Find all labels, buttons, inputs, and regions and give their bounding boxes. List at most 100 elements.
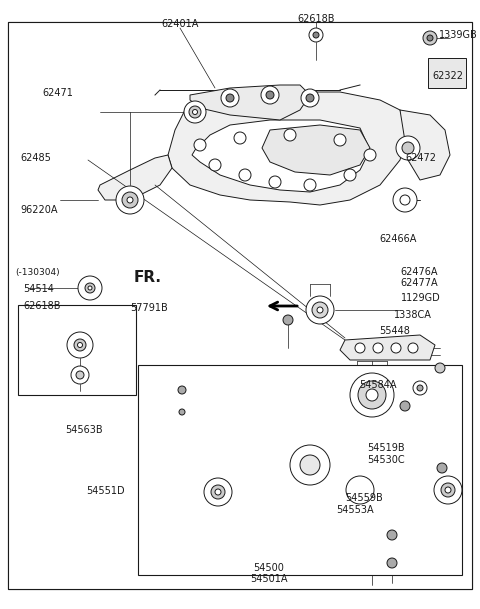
Circle shape bbox=[393, 188, 417, 212]
Polygon shape bbox=[262, 125, 370, 175]
Circle shape bbox=[192, 110, 197, 114]
Circle shape bbox=[317, 307, 323, 313]
Circle shape bbox=[402, 142, 414, 154]
Circle shape bbox=[78, 276, 102, 300]
Circle shape bbox=[290, 445, 330, 485]
Circle shape bbox=[437, 463, 447, 473]
Text: 54500: 54500 bbox=[253, 563, 284, 572]
Text: 54553A: 54553A bbox=[336, 505, 373, 515]
Circle shape bbox=[413, 381, 427, 395]
Text: 54514: 54514 bbox=[23, 284, 54, 294]
Text: 1129GD: 1129GD bbox=[401, 294, 441, 303]
Circle shape bbox=[306, 296, 334, 324]
Polygon shape bbox=[98, 155, 172, 200]
Circle shape bbox=[85, 283, 95, 293]
Polygon shape bbox=[192, 120, 370, 192]
Text: 62618B: 62618B bbox=[23, 301, 60, 311]
Text: 62322: 62322 bbox=[432, 71, 463, 81]
Circle shape bbox=[423, 31, 437, 45]
Circle shape bbox=[346, 476, 374, 504]
Text: 96220A: 96220A bbox=[20, 205, 58, 215]
Text: FR.: FR. bbox=[133, 270, 161, 284]
Circle shape bbox=[189, 106, 201, 118]
Text: 54530C: 54530C bbox=[367, 455, 405, 465]
Circle shape bbox=[178, 386, 186, 394]
Text: 62401A: 62401A bbox=[161, 19, 199, 29]
Bar bbox=[18, 305, 136, 395]
Circle shape bbox=[391, 343, 401, 353]
Text: 62466A: 62466A bbox=[379, 234, 417, 244]
Circle shape bbox=[234, 132, 246, 144]
Text: 62476A: 62476A bbox=[401, 267, 438, 277]
Text: 54501A: 54501A bbox=[250, 574, 288, 583]
Text: 54551D: 54551D bbox=[86, 486, 125, 496]
Text: 62472: 62472 bbox=[406, 153, 437, 163]
Text: 1338CA: 1338CA bbox=[394, 311, 432, 320]
Circle shape bbox=[194, 139, 206, 151]
Circle shape bbox=[366, 389, 378, 401]
Polygon shape bbox=[340, 335, 435, 360]
Polygon shape bbox=[168, 92, 408, 205]
Circle shape bbox=[74, 339, 86, 351]
Circle shape bbox=[127, 197, 133, 203]
Circle shape bbox=[239, 169, 251, 181]
Polygon shape bbox=[190, 85, 310, 120]
Circle shape bbox=[204, 478, 232, 506]
Text: 54559B: 54559B bbox=[346, 493, 384, 502]
Circle shape bbox=[309, 28, 323, 42]
Circle shape bbox=[417, 385, 423, 391]
Circle shape bbox=[77, 342, 83, 348]
Circle shape bbox=[408, 343, 418, 353]
Circle shape bbox=[350, 373, 394, 417]
Circle shape bbox=[355, 343, 365, 353]
Circle shape bbox=[179, 409, 185, 415]
Circle shape bbox=[221, 89, 239, 107]
Circle shape bbox=[67, 332, 93, 358]
Text: 62471: 62471 bbox=[42, 88, 73, 97]
Circle shape bbox=[358, 381, 386, 409]
Circle shape bbox=[266, 91, 274, 99]
Circle shape bbox=[283, 315, 293, 325]
Circle shape bbox=[304, 179, 316, 191]
Circle shape bbox=[122, 192, 138, 208]
Circle shape bbox=[387, 530, 397, 540]
Text: 62618B: 62618B bbox=[297, 15, 335, 24]
Text: 62485: 62485 bbox=[20, 153, 51, 163]
Circle shape bbox=[116, 186, 144, 214]
Text: 57791B: 57791B bbox=[130, 303, 168, 312]
Circle shape bbox=[434, 476, 462, 504]
Text: 54584A: 54584A bbox=[359, 380, 396, 390]
Circle shape bbox=[400, 401, 410, 411]
Text: 55448: 55448 bbox=[379, 326, 410, 336]
Circle shape bbox=[226, 94, 234, 102]
Circle shape bbox=[396, 136, 420, 160]
Circle shape bbox=[373, 343, 383, 353]
Circle shape bbox=[445, 487, 451, 493]
Circle shape bbox=[300, 455, 320, 475]
Circle shape bbox=[334, 134, 346, 146]
Circle shape bbox=[88, 286, 92, 290]
Text: 54519B: 54519B bbox=[367, 443, 405, 452]
Circle shape bbox=[215, 489, 221, 495]
Bar bbox=[138, 365, 462, 575]
Circle shape bbox=[184, 101, 206, 123]
Polygon shape bbox=[222, 415, 450, 530]
Circle shape bbox=[364, 149, 376, 161]
Circle shape bbox=[312, 302, 328, 318]
Circle shape bbox=[76, 371, 84, 379]
Circle shape bbox=[313, 32, 319, 38]
Circle shape bbox=[344, 169, 356, 181]
Circle shape bbox=[71, 366, 89, 384]
Circle shape bbox=[435, 363, 445, 373]
Circle shape bbox=[209, 159, 221, 171]
Text: 62477A: 62477A bbox=[401, 278, 438, 288]
Text: 54563B: 54563B bbox=[66, 425, 103, 435]
Circle shape bbox=[427, 35, 433, 41]
Circle shape bbox=[306, 94, 314, 102]
Text: 1339GB: 1339GB bbox=[439, 30, 478, 40]
Circle shape bbox=[284, 129, 296, 141]
Text: (-130304): (-130304) bbox=[15, 269, 60, 277]
Circle shape bbox=[441, 483, 455, 497]
Polygon shape bbox=[400, 110, 450, 180]
Circle shape bbox=[400, 195, 410, 205]
